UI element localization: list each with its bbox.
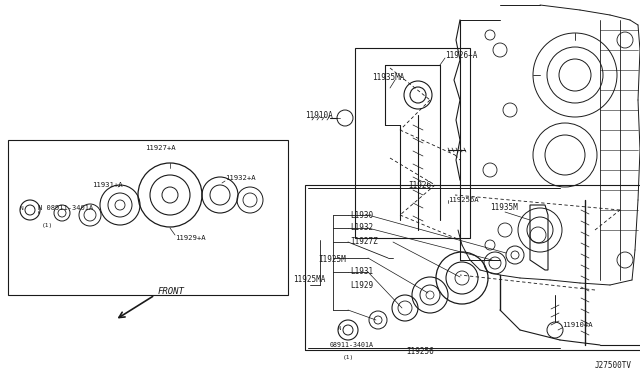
Text: 119104A: 119104A	[562, 322, 593, 328]
Text: I19256: I19256	[406, 347, 434, 356]
Bar	[305, 185, 640, 350]
Text: (1): (1)	[42, 222, 53, 228]
Text: 11935MA: 11935MA	[372, 73, 404, 81]
Text: 11927+A: 11927+A	[145, 145, 175, 151]
Text: 11935M: 11935M	[490, 203, 518, 212]
Text: 11929+A: 11929+A	[175, 235, 205, 241]
Text: I1927Z: I1927Z	[350, 237, 378, 247]
Text: N 08911-3401A: N 08911-3401A	[38, 205, 93, 211]
Text: L1930: L1930	[350, 211, 373, 219]
Text: 11910A: 11910A	[305, 110, 333, 119]
Text: I1926: I1926	[408, 180, 431, 189]
Text: 11925MA: 11925MA	[293, 276, 325, 285]
Text: 119256A: 119256A	[448, 197, 479, 203]
Text: N: N	[338, 326, 341, 330]
Text: L1932: L1932	[350, 224, 373, 232]
Text: 11926+A: 11926+A	[445, 51, 477, 60]
Text: L1931: L1931	[350, 267, 373, 276]
Text: N: N	[20, 205, 24, 211]
Text: FRONT: FRONT	[158, 288, 185, 296]
Text: L1929: L1929	[350, 280, 373, 289]
Text: (1): (1)	[343, 356, 355, 360]
Text: 11931+A: 11931+A	[92, 182, 123, 188]
Bar	[355, 48, 470, 238]
Text: 08911-3401A: 08911-3401A	[330, 342, 374, 348]
Text: I1925M: I1925M	[318, 256, 346, 264]
Text: 11932+A: 11932+A	[225, 175, 255, 181]
Text: J27500TV: J27500TV	[595, 360, 632, 369]
Bar	[8, 140, 288, 295]
